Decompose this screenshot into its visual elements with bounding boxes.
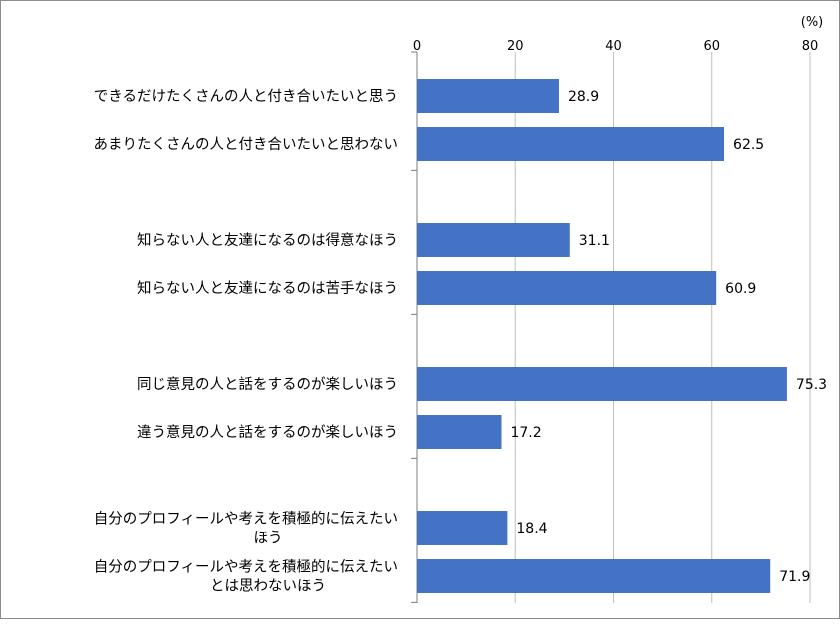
bar-3: [417, 271, 717, 305]
value-label-7: 71.9: [779, 569, 810, 585]
labels: 0 20 40 60 80 28.9 できるだけたくさんの人と付き合いたいと思う 62.5 あま…: [94, 39, 828, 595]
category-label-7: 自分のプロフィールや考えを積極的に伝えたいとは思わないほう: [94, 559, 398, 595]
tick-label-60: 60: [703, 39, 720, 54]
unit-label: (%): [801, 15, 824, 30]
bar-4: [417, 367, 787, 401]
category-label-5: 違う意見の人と話をするのが楽しいほう: [137, 423, 398, 441]
tick-label-80: 80: [802, 39, 819, 54]
value-label-2: 31.1: [579, 233, 610, 249]
category-label-6: 自分のプロフィールや考えを積極的に伝えたいほう: [94, 511, 398, 547]
value-label-6: 18.4: [516, 521, 547, 537]
tick-label-40: 40: [605, 39, 622, 54]
category-label-3: 知らない人と友達になるのは苦手なほう: [137, 280, 398, 297]
value-label-0: 28.9: [568, 89, 599, 105]
value-label-1: 62.5: [733, 137, 764, 153]
value-label-5: 17.2: [510, 425, 541, 441]
bar-7: [417, 559, 771, 593]
tick-label-0: 0: [413, 39, 421, 54]
category-label-4: 同じ意見の人と話をするのが楽しいほう: [137, 375, 398, 393]
value-label-3: 60.9: [725, 281, 756, 297]
category-label-2: 知らない人と友達になるのは得意なほう: [137, 231, 398, 249]
bar-6: [417, 511, 508, 545]
bar-5: [417, 415, 502, 449]
bars: [417, 79, 787, 593]
category-label-1: あまりたくさんの人と付き合いたいと思わない: [94, 136, 399, 153]
bar-0: [417, 79, 559, 113]
bar-1: [417, 127, 725, 161]
category-label-0: できるだけたくさんの人と付き合いたいと思う: [94, 88, 398, 105]
tick-label-20: 20: [507, 39, 524, 54]
value-label-4: 75.3: [796, 377, 827, 393]
bar-2: [417, 223, 570, 257]
